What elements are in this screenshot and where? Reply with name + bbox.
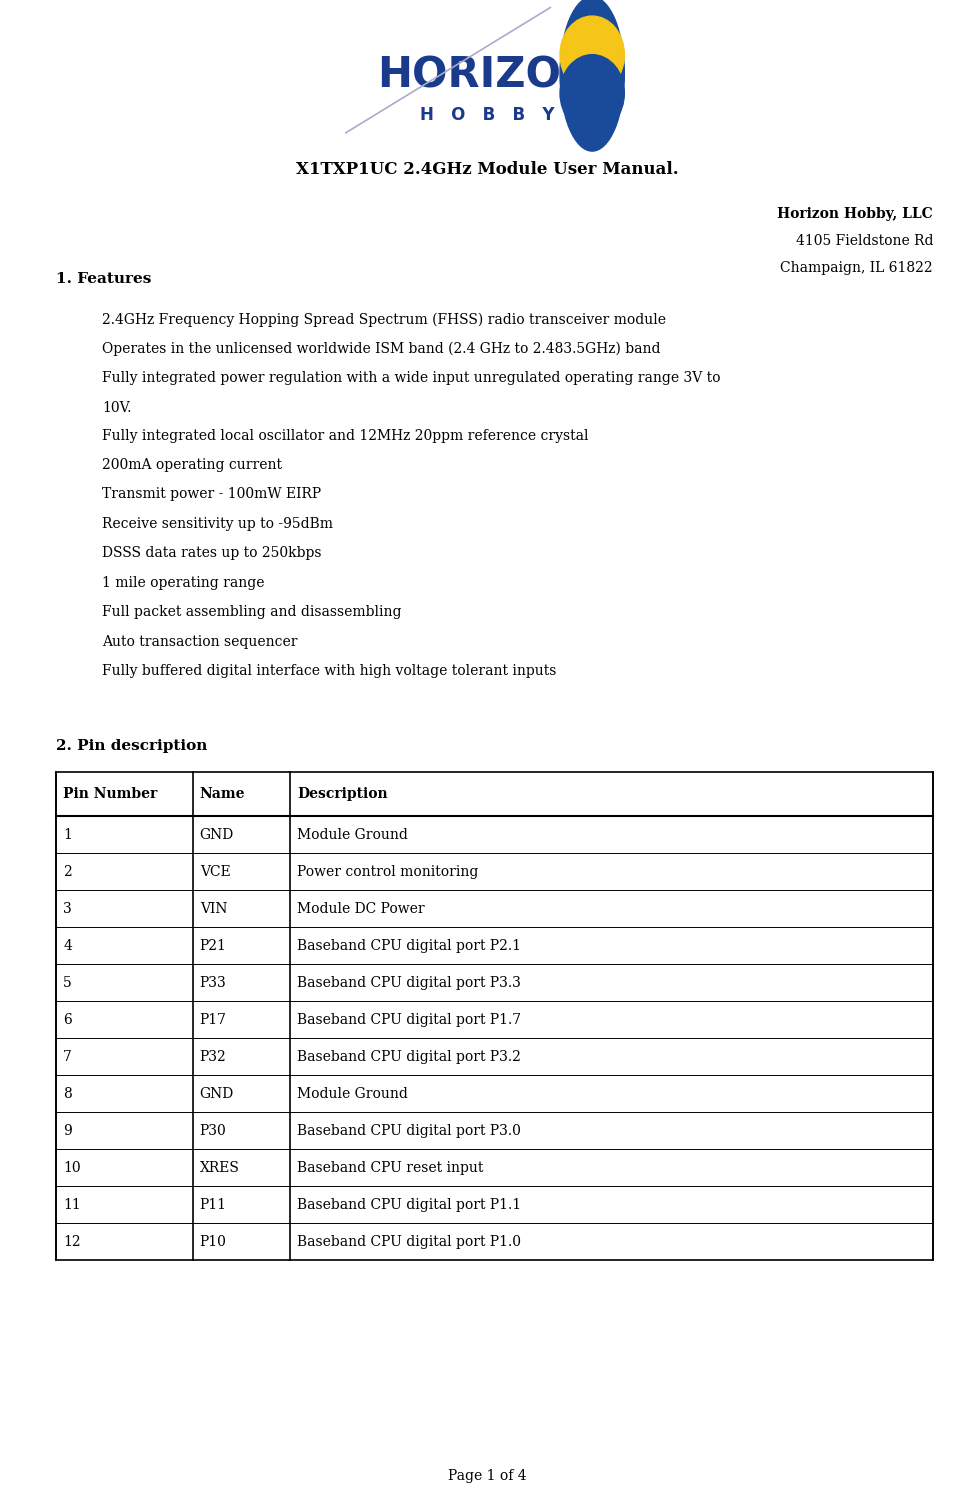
- Text: GND: GND: [200, 1086, 234, 1100]
- Text: Module Ground: Module Ground: [297, 828, 408, 842]
- Text: X1TXP1UC 2.4GHz Module User Manual.: X1TXP1UC 2.4GHz Module User Manual.: [296, 161, 678, 178]
- Text: H   O   B   B   Y: H O B B Y: [420, 106, 554, 124]
- Text: 12: 12: [63, 1234, 81, 1248]
- Text: GND: GND: [200, 828, 234, 842]
- Ellipse shape: [560, 0, 624, 151]
- Text: 1. Features: 1. Features: [56, 272, 152, 285]
- Text: Fully integrated local oscillator and 12MHz 20ppm reference crystal: Fully integrated local oscillator and 12…: [102, 429, 588, 442]
- Text: Fully buffered digital interface with high voltage tolerant inputs: Fully buffered digital interface with hi…: [102, 664, 557, 678]
- Text: 3: 3: [63, 902, 72, 916]
- Text: P21: P21: [200, 939, 227, 952]
- Text: Module DC Power: Module DC Power: [297, 902, 425, 916]
- Text: Baseband CPU digital port P1.7: Baseband CPU digital port P1.7: [297, 1013, 521, 1026]
- Text: Champaign, IL 61822: Champaign, IL 61822: [780, 261, 933, 275]
- Text: 1 mile operating range: 1 mile operating range: [102, 575, 265, 590]
- Text: 4: 4: [63, 939, 72, 952]
- Text: 11: 11: [63, 1198, 81, 1212]
- Text: 9: 9: [63, 1124, 72, 1138]
- Text: 2.4GHz Frequency Hopping Spread Spectrum (FHSS) radio transceiver module: 2.4GHz Frequency Hopping Spread Spectrum…: [102, 312, 666, 327]
- Ellipse shape: [560, 17, 624, 94]
- Text: DSSS data rates up to 250kbps: DSSS data rates up to 250kbps: [102, 546, 321, 560]
- Text: HORIZON: HORIZON: [378, 54, 596, 97]
- Text: 2: 2: [63, 865, 72, 878]
- Text: P10: P10: [200, 1234, 227, 1248]
- Text: P11: P11: [200, 1198, 227, 1212]
- Text: Operates in the unlicensed worldwide ISM band (2.4 GHz to 2.483.5GHz) band: Operates in the unlicensed worldwide ISM…: [102, 341, 660, 356]
- Text: 5: 5: [63, 976, 72, 990]
- Ellipse shape: [560, 54, 624, 131]
- Text: 200mA operating current: 200mA operating current: [102, 457, 282, 472]
- Text: 7: 7: [63, 1050, 72, 1064]
- Text: P30: P30: [200, 1124, 226, 1138]
- Text: Baseband CPU digital port P1.1: Baseband CPU digital port P1.1: [297, 1198, 521, 1212]
- Text: VIN: VIN: [200, 902, 227, 916]
- Text: Pin Number: Pin Number: [63, 788, 158, 801]
- Text: 8: 8: [63, 1086, 72, 1100]
- Text: 10V.: 10V.: [102, 400, 131, 415]
- Text: Horizon Hobby, LLC: Horizon Hobby, LLC: [777, 207, 933, 220]
- Text: 4105 Fieldstone Rd: 4105 Fieldstone Rd: [796, 234, 933, 247]
- Text: Description: Description: [297, 788, 388, 801]
- Text: Page 1 of 4: Page 1 of 4: [448, 1468, 526, 1483]
- Text: 2. Pin description: 2. Pin description: [56, 738, 207, 753]
- Text: Baseband CPU reset input: Baseband CPU reset input: [297, 1160, 483, 1174]
- Text: Baseband CPU digital port P3.3: Baseband CPU digital port P3.3: [297, 976, 521, 990]
- Text: 10: 10: [63, 1160, 81, 1174]
- Text: Auto transaction sequencer: Auto transaction sequencer: [102, 634, 298, 649]
- Text: Module Ground: Module Ground: [297, 1086, 408, 1100]
- Text: Name: Name: [200, 788, 245, 801]
- Text: Receive sensitivity up to -95dBm: Receive sensitivity up to -95dBm: [102, 516, 333, 531]
- Text: Baseband CPU digital port P2.1: Baseband CPU digital port P2.1: [297, 939, 521, 952]
- Text: 1: 1: [63, 828, 72, 842]
- Bar: [56, 771, 933, 1260]
- Text: XRES: XRES: [200, 1160, 240, 1174]
- Text: 6: 6: [63, 1013, 72, 1026]
- Text: P17: P17: [200, 1013, 227, 1026]
- Text: Baseband CPU digital port P1.0: Baseband CPU digital port P1.0: [297, 1234, 521, 1248]
- Text: Power control monitoring: Power control monitoring: [297, 865, 478, 878]
- Text: Fully integrated power regulation with a wide input unregulated operating range : Fully integrated power regulation with a…: [102, 371, 721, 385]
- Text: Baseband CPU digital port P3.0: Baseband CPU digital port P3.0: [297, 1124, 521, 1138]
- Text: Transmit power - 100mW EIRP: Transmit power - 100mW EIRP: [102, 487, 321, 501]
- Text: Full packet assembling and disassembling: Full packet assembling and disassembling: [102, 605, 401, 619]
- Text: P32: P32: [200, 1050, 226, 1064]
- Text: VCE: VCE: [200, 865, 231, 878]
- Text: Baseband CPU digital port P3.2: Baseband CPU digital port P3.2: [297, 1050, 521, 1064]
- Text: P33: P33: [200, 976, 226, 990]
